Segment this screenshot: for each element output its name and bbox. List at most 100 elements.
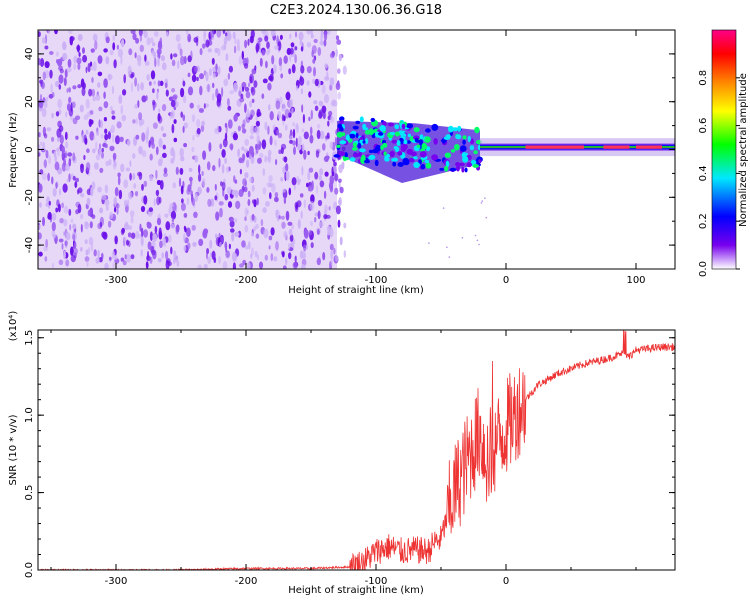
noise-speckle xyxy=(269,192,272,200)
stray-point xyxy=(428,242,430,244)
noise-speckle xyxy=(97,186,102,193)
noise-speckle xyxy=(135,118,138,125)
noise-speckle xyxy=(271,55,275,65)
noise-speckle xyxy=(324,171,329,177)
noise-speckle xyxy=(203,32,206,42)
noise-speckle xyxy=(283,196,287,205)
noise-speckle xyxy=(249,100,252,108)
y-tick-label: 1.0 xyxy=(24,407,35,423)
noise-speckle xyxy=(159,240,163,249)
noise-speckle xyxy=(276,129,279,136)
noise-speckle xyxy=(329,185,334,193)
noise-speckle xyxy=(251,86,256,96)
noise-speckle xyxy=(80,193,85,198)
noise-speckle xyxy=(141,183,144,191)
y-tick-label: 0.5 xyxy=(24,485,35,501)
noise-speckle xyxy=(64,131,68,141)
noise-speckle xyxy=(244,103,247,114)
noise-speckle xyxy=(323,39,327,47)
noise-speckle xyxy=(47,30,51,35)
noise-speckle xyxy=(312,58,316,64)
transition-blob xyxy=(431,123,439,131)
x-tick-label: 0 xyxy=(503,275,509,286)
noise-speckle xyxy=(55,80,60,88)
transition-blob xyxy=(478,159,482,164)
noise-speckle xyxy=(306,244,308,250)
noise-speckle xyxy=(249,135,254,140)
noise-speckle xyxy=(97,82,101,88)
stray-point xyxy=(481,200,484,202)
noise-speckle xyxy=(231,232,235,242)
noise-speckle xyxy=(91,181,96,190)
noise-speckle xyxy=(38,232,42,240)
transition-blob xyxy=(361,154,366,162)
transition-blob xyxy=(413,156,418,160)
noise-speckle xyxy=(193,65,198,73)
noise-speckle xyxy=(329,243,334,251)
noise-speckle xyxy=(280,177,284,182)
noise-speckle xyxy=(165,250,169,260)
noise-speckle xyxy=(104,143,108,149)
noise-speckle xyxy=(85,98,90,109)
noise-speckle xyxy=(158,138,163,148)
noise-speckle xyxy=(160,126,164,132)
stray-point xyxy=(485,216,488,219)
noise-speckle xyxy=(233,45,237,54)
noise-speckle xyxy=(137,171,142,177)
transition-blob xyxy=(383,151,387,156)
transition-blob xyxy=(359,148,366,153)
noise-speckle xyxy=(86,260,89,267)
noise-speckle xyxy=(85,66,88,74)
noise-speckle xyxy=(151,249,156,256)
noise-speckle xyxy=(180,111,183,118)
noise-speckle xyxy=(274,196,279,203)
noise-speckle xyxy=(292,140,296,146)
noise-speckle xyxy=(282,188,286,193)
noise-speckle xyxy=(154,225,158,234)
noise-speckle xyxy=(288,252,292,260)
transition-blob xyxy=(394,131,400,137)
colorbar-label: Normalized spectral amplitude xyxy=(738,73,749,227)
noise-speckle xyxy=(67,152,73,157)
noise-speckle xyxy=(246,159,250,168)
noise-speckle xyxy=(281,104,287,112)
noise-speckle xyxy=(83,134,87,144)
transition-blob xyxy=(458,162,465,167)
transition-blob xyxy=(450,149,456,153)
noise-speckle xyxy=(279,65,283,72)
noise-speckle xyxy=(44,61,50,69)
noise-speckle xyxy=(261,139,267,150)
noise-speckle xyxy=(68,30,73,34)
snr-frame xyxy=(37,329,676,571)
noise-speckle xyxy=(70,102,73,112)
noise-speckle xyxy=(281,221,286,229)
noise-speckle xyxy=(170,100,176,108)
noise-speckle xyxy=(316,129,321,140)
noise-speckle xyxy=(247,198,251,207)
noise-speckle xyxy=(104,184,109,194)
noise-speckle xyxy=(277,41,282,51)
noise-speckle xyxy=(122,260,127,266)
noise-speckle xyxy=(152,99,156,106)
noise-speckle xyxy=(105,160,110,167)
noise-speckle xyxy=(91,214,96,219)
noise-speckle xyxy=(323,31,328,41)
noise-speckle xyxy=(152,88,155,94)
noise-speckle xyxy=(161,252,165,259)
noise-speckle xyxy=(93,249,97,257)
noise-speckle xyxy=(53,150,57,158)
noise-speckle xyxy=(179,167,184,175)
noise-speckle xyxy=(236,38,240,48)
noise-speckle xyxy=(213,256,217,264)
noise-speckle xyxy=(321,105,327,114)
noise-speckle xyxy=(171,123,175,134)
noise-speckle xyxy=(194,193,198,202)
noise-speckle xyxy=(300,88,304,95)
noise-speckle xyxy=(259,152,264,159)
noise-speckle xyxy=(257,157,262,164)
noise-speckle xyxy=(258,261,264,269)
noise-speckle xyxy=(43,159,47,169)
noise-speckle xyxy=(157,158,163,167)
noise-speckle xyxy=(328,110,333,117)
noise-speckle xyxy=(234,37,237,45)
